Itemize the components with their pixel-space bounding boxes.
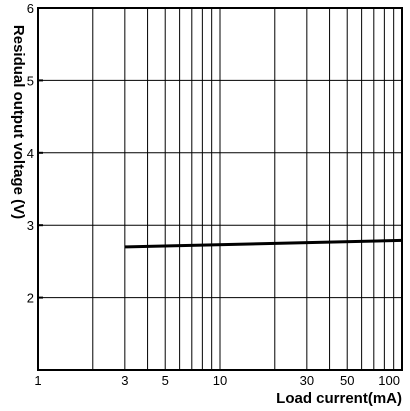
- series-layer: [124, 238, 403, 249]
- plot-frame: [37, 7, 403, 371]
- x-tick-label: 10: [213, 373, 227, 388]
- x-tick-label: 50: [340, 373, 354, 388]
- series-line-0: [124, 238, 403, 249]
- x-tick-label: 30: [300, 373, 314, 388]
- y-tick-label: 4: [27, 146, 34, 161]
- y-tick-label: 6: [27, 1, 34, 16]
- grid-layer: [38, 8, 402, 370]
- plot-border: [37, 7, 403, 371]
- x-axis-title: Load current(mA): [276, 390, 402, 407]
- y-tick-label: 5: [27, 73, 34, 88]
- y-axis-title: Residual output voltage (V): [10, 25, 27, 219]
- x-tick-label: 1: [34, 373, 41, 388]
- x-tick-label: 100: [378, 373, 400, 388]
- tick-labels: 1 3 5 10 30 50 100 2 3 4 5 6: [27, 1, 400, 388]
- y-tick-label: 2: [27, 291, 34, 306]
- x-tick-label: 3: [121, 373, 128, 388]
- x-tick-label: 5: [162, 373, 169, 388]
- y-tick-label: 3: [27, 218, 34, 233]
